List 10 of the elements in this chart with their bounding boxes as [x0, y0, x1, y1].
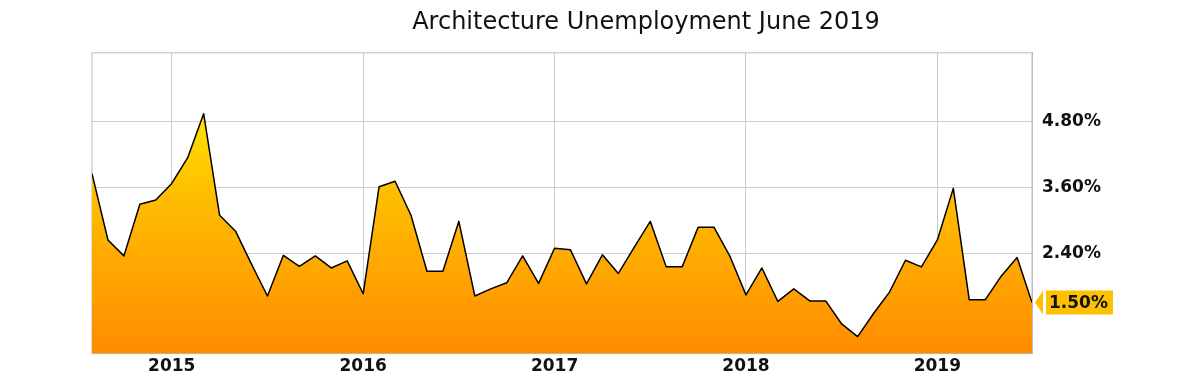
y-tick-label: 4.80%	[1042, 109, 1101, 130]
chart-title: Architecture Unemployment June 2019	[412, 6, 880, 35]
x-tick-label: 2017	[530, 355, 579, 376]
x-tick-label: 2018	[722, 355, 770, 376]
y-tick-label: 3.60%	[1042, 175, 1101, 196]
x-tick-label: 2016	[339, 355, 387, 376]
x-tick-label: 2015	[148, 355, 196, 376]
x-tick-label: 2019	[913, 355, 962, 376]
y-tick-label: 2.40%	[1042, 241, 1101, 262]
data-label: 1.50%	[1049, 291, 1108, 312]
